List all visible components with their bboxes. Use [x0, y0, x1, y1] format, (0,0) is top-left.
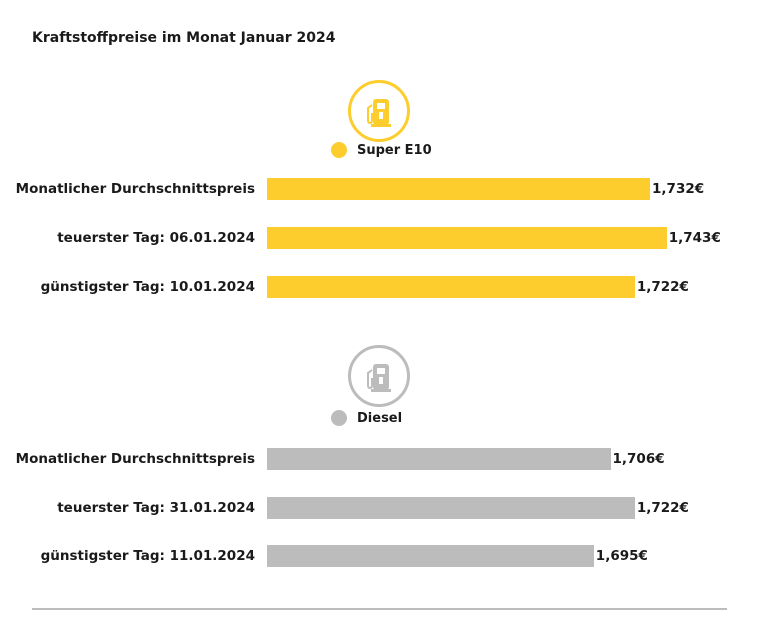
legend-item-1: Diesel: [331, 410, 402, 426]
category-label: günstigster Tag: 10.01.2024: [40, 279, 255, 295]
category-label: Monatlicher Durchschnittspreis: [15, 181, 255, 197]
fuel-pump-icon: [348, 80, 410, 142]
bar: [267, 497, 635, 519]
category-label: Monatlicher Durchschnittspreis: [15, 451, 255, 467]
value-label: 1,722€: [636, 279, 689, 295]
bar: [267, 448, 611, 470]
bar: [267, 227, 667, 249]
value-label: 1,732€: [652, 181, 705, 197]
category-label: teuerster Tag: 31.01.2024: [57, 500, 255, 516]
legend-label: Diesel: [357, 410, 403, 426]
value-label: 1,743€: [668, 230, 721, 246]
divider: [32, 608, 727, 610]
fuel-pump-icon: [348, 345, 410, 407]
category-label: günstigster Tag: 11.01.2024: [40, 548, 255, 564]
chart-title: Kraftstoffpreise im Monat Januar 2024: [32, 30, 336, 46]
category-label: teuerster Tag: 06.01.2024: [57, 230, 255, 246]
legend-label: Super E10: [357, 142, 432, 158]
value-label: 1,706€: [612, 451, 665, 467]
value-label: 1,695€: [595, 548, 648, 564]
bar: [267, 545, 594, 567]
value-label: 1,722€: [636, 500, 689, 516]
legend-dot: [331, 410, 347, 426]
bar: [267, 178, 651, 200]
legend-item-0: Super E10: [331, 142, 432, 158]
legend-dot: [331, 142, 347, 158]
bar: [267, 276, 635, 298]
